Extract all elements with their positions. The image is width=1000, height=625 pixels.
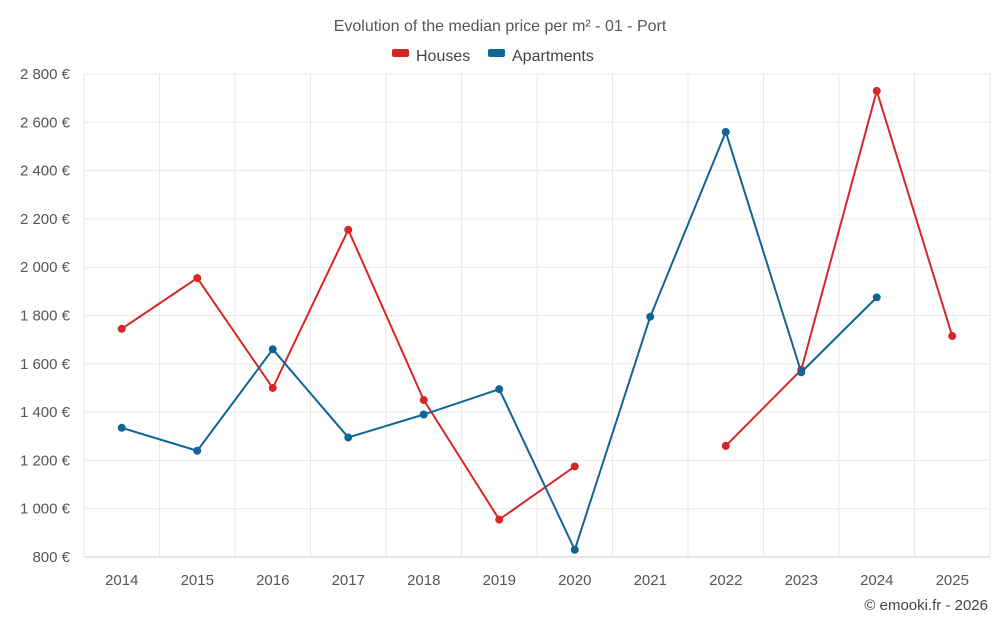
legend-swatch [488, 49, 505, 57]
y-tick-label: 2 400 € [20, 163, 71, 180]
legend: Houses Apartments [392, 48, 594, 65]
x-tick-label: 2025 [936, 572, 969, 589]
series-line [725, 89, 954, 447]
data-point[interactable] [872, 293, 881, 302]
legend-swatch [392, 49, 409, 57]
data-point[interactable] [797, 368, 806, 377]
y-tick-label: 800 € [32, 549, 70, 566]
data-point[interactable] [268, 383, 277, 392]
legend-item-houses[interactable]: Houses [392, 48, 470, 65]
chart-title: Evolution of the median price per m² - 0… [334, 18, 667, 35]
legend-item-apartments[interactable]: Apartments [488, 48, 594, 65]
data-point[interactable] [872, 86, 881, 95]
data-point[interactable] [344, 433, 353, 442]
data-point[interactable] [570, 545, 579, 554]
data-point[interactable] [117, 324, 126, 333]
data-point[interactable] [419, 396, 428, 405]
y-tick-label: 1 800 € [20, 308, 71, 325]
grid [83, 73, 991, 558]
y-tick-label: 1 000 € [20, 501, 71, 518]
y-tick-label: 2 000 € [20, 259, 71, 276]
credit-text: © emooki.fr - 2026 [864, 597, 988, 614]
y-tick-label: 2 600 € [20, 114, 71, 131]
data-point[interactable] [344, 225, 353, 234]
data-point[interactable] [495, 385, 504, 394]
y-tick-label: 2 200 € [20, 211, 71, 228]
data-point[interactable] [646, 312, 655, 321]
x-tick-label: 2016 [256, 572, 289, 589]
x-tick-label: 2024 [860, 572, 893, 589]
x-tick-label: 2019 [483, 572, 516, 589]
series-line [121, 228, 576, 521]
x-tick-label: 2014 [105, 572, 138, 589]
y-tick-label: 2 800 € [20, 66, 71, 83]
data-point[interactable] [117, 423, 126, 432]
legend-label: Apartments [512, 48, 594, 65]
y-tick-label: 1 400 € [20, 404, 71, 421]
series-apartments [117, 127, 881, 554]
x-tick-label: 2017 [332, 572, 365, 589]
data-point[interactable] [721, 127, 730, 136]
legend-label: Houses [416, 48, 470, 65]
x-tick-label: 2018 [407, 572, 440, 589]
series-houses [117, 86, 957, 524]
data-point[interactable] [495, 515, 504, 524]
x-tick-label: 2021 [634, 572, 667, 589]
y-tick-label: 1 600 € [20, 356, 71, 373]
x-tick-label: 2022 [709, 572, 742, 589]
y-axis: 800 € 1 000 € 1 200 € 1 400 € 1 600 € 1 800 €… [20, 66, 71, 566]
data-point[interactable] [948, 332, 957, 341]
y-tick-label: 1 200 € [20, 452, 71, 469]
series-group [117, 86, 957, 554]
data-point[interactable] [193, 446, 202, 455]
x-tick-label: 2023 [785, 572, 818, 589]
data-point[interactable] [570, 462, 579, 471]
data-point[interactable] [193, 274, 202, 283]
data-point[interactable] [419, 410, 428, 419]
x-axis: 2014 2015 2016 2017 2018 2019 2020 2021 2022 2023… [84, 556, 990, 589]
data-point[interactable] [268, 345, 277, 354]
x-tick-label: 2015 [181, 572, 214, 589]
data-point[interactable] [721, 441, 730, 450]
x-tick-label: 2020 [558, 572, 591, 589]
